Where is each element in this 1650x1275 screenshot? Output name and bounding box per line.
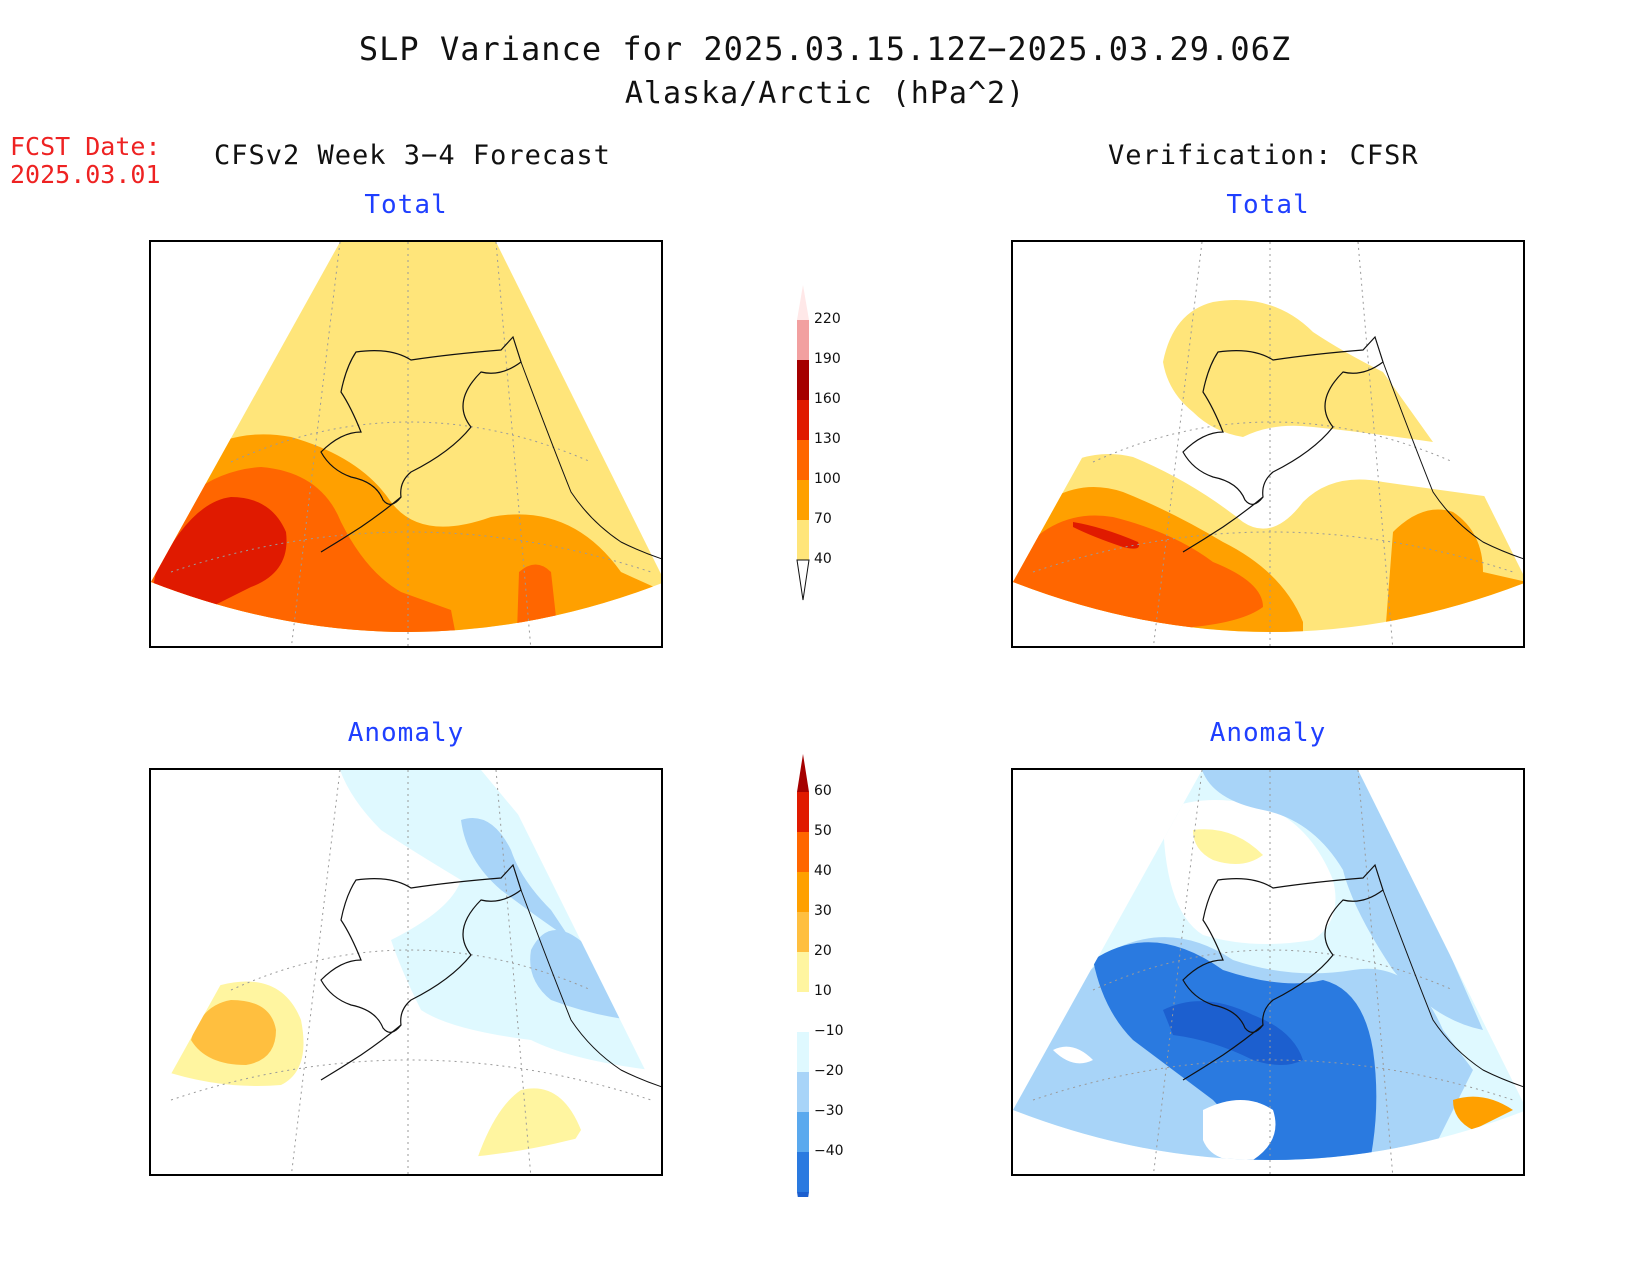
forecast-anomaly-map-svg — [151, 770, 661, 1174]
colorbar-label: −40 — [814, 1143, 844, 1159]
forecast-total-map-svg — [151, 242, 661, 646]
verification-total-title: Total — [1226, 190, 1310, 220]
graticule — [170, 770, 652, 1174]
verification-anomaly-map — [1011, 768, 1525, 1176]
colorbar-label: 60 — [814, 783, 832, 799]
graticule — [1032, 770, 1514, 1174]
colorbar-swatch — [797, 520, 809, 560]
colorbar-swatch — [797, 1032, 809, 1072]
colorbar-swatch — [797, 1072, 809, 1112]
colorbar-label: 40 — [814, 551, 832, 567]
colorbar-label: 190 — [814, 351, 841, 367]
total-colorbar-swatches — [796, 285, 810, 601]
colorbar-swatch — [797, 792, 809, 832]
graticule — [170, 242, 652, 646]
aleutian-coastline — [1182, 496, 1264, 553]
colorbar-label: −30 — [814, 1103, 844, 1119]
alaska-coastline — [1182, 863, 1384, 1033]
shade-below-minus40 — [1163, 1001, 1303, 1065]
alaska-coastline — [1182, 335, 1384, 505]
forecast-total-title: Total — [364, 190, 448, 220]
shade-neutral-west — [1053, 1046, 1093, 1064]
colorbar-label: 40 — [814, 863, 832, 879]
shade-neutral-south — [1203, 1100, 1276, 1160]
forecast-date-value: 2025.03.01 — [10, 160, 161, 189]
verification-total-map-svg — [1013, 242, 1523, 646]
forecast-total-map — [149, 240, 663, 648]
shade-40-70-north — [1163, 300, 1433, 442]
shade-100-130-east — [516, 564, 561, 632]
colorbar-swatch — [797, 832, 809, 872]
colorbar-cap-top — [797, 754, 809, 792]
aleutian-coastline — [320, 1024, 402, 1081]
colorbar-swatch — [797, 1152, 809, 1192]
forecast-anomaly-title: Anomaly — [347, 718, 465, 748]
shade-130-160 — [151, 497, 287, 617]
forecast-date-label: FCST Date: — [10, 132, 161, 161]
verification-column-heading: Verification: CFSR — [1108, 140, 1419, 171]
shade-minus20-minus30-east — [530, 930, 631, 1020]
colorbar-swatch — [797, 1112, 809, 1152]
colorbar-swatch — [797, 992, 809, 1032]
colorbar-cap-bottom — [796, 559, 810, 601]
colorbar-swatch — [797, 912, 809, 952]
alaska-coastline — [320, 335, 522, 505]
forecast-anomaly-map — [149, 768, 663, 1176]
colorbar-swatch — [797, 952, 809, 992]
colorbar-label: −20 — [814, 1063, 844, 1079]
colorbar-label: 30 — [814, 903, 832, 919]
canada-coastline — [520, 889, 661, 1088]
colorbar-label: 10 — [814, 983, 832, 999]
colorbar-swatch — [797, 400, 809, 440]
shade-minus20-minus30-north — [1202, 770, 1483, 1030]
anomaly-colorbar: 60 50 40 30 20 10 −10 −20 −30 −40 — [792, 752, 852, 1197]
shade-minus30-minus40 — [1093, 942, 1377, 1160]
colorbar-swatch — [797, 872, 809, 912]
verification-total-map — [1011, 240, 1525, 648]
colorbar-cap-bottom — [797, 1192, 809, 1197]
colorbar-label: 70 — [814, 511, 832, 527]
colorbar-swatch — [797, 320, 809, 360]
total-colorbar: 220 190 160 130 100 70 40 — [792, 280, 852, 610]
shade-70-100-east — [1383, 509, 1523, 632]
colorbar-label: 100 — [814, 471, 841, 487]
colorbar-label: 20 — [814, 943, 832, 959]
colorbar-label: 50 — [814, 823, 832, 839]
chart-title: SLP Variance for 2025.03.15.12Z−2025.03.… — [358, 30, 1292, 68]
verification-anomaly-map-svg — [1013, 770, 1523, 1174]
colorbar-swatch — [797, 360, 809, 400]
aleutian-coastline — [320, 496, 402, 553]
shade-minus20-minus30-north — [461, 818, 571, 940]
canada-coastline — [1382, 361, 1523, 560]
canada-coastline — [520, 361, 661, 560]
anomaly-colorbar-swatches — [797, 754, 809, 1197]
shade-10-20-north — [1193, 829, 1263, 864]
graticule — [1032, 242, 1514, 646]
canada-coastline — [1382, 889, 1523, 1088]
shade-30-40-east — [1453, 1096, 1513, 1130]
colorbar-swatch — [797, 480, 809, 520]
alaska-coastline — [320, 863, 522, 1033]
aleutian-coastline — [1182, 1024, 1264, 1081]
colorbar-cap-top — [797, 285, 809, 320]
colorbar-label: 220 — [814, 311, 841, 327]
colorbar-label: 160 — [814, 391, 841, 407]
colorbar-label: −10 — [814, 1023, 844, 1039]
colorbar-label: 130 — [814, 431, 841, 447]
colorbar-swatch — [797, 440, 809, 480]
verification-anomaly-title: Anomaly — [1209, 718, 1327, 748]
shade-130-160 — [1073, 522, 1139, 549]
forecast-column-heading: CFSv2 Week 3−4 Forecast — [214, 140, 611, 171]
shade-20-30 — [191, 1000, 276, 1065]
chart-subtitle: Alaska/Arctic (hPa^2) — [624, 76, 1026, 111]
